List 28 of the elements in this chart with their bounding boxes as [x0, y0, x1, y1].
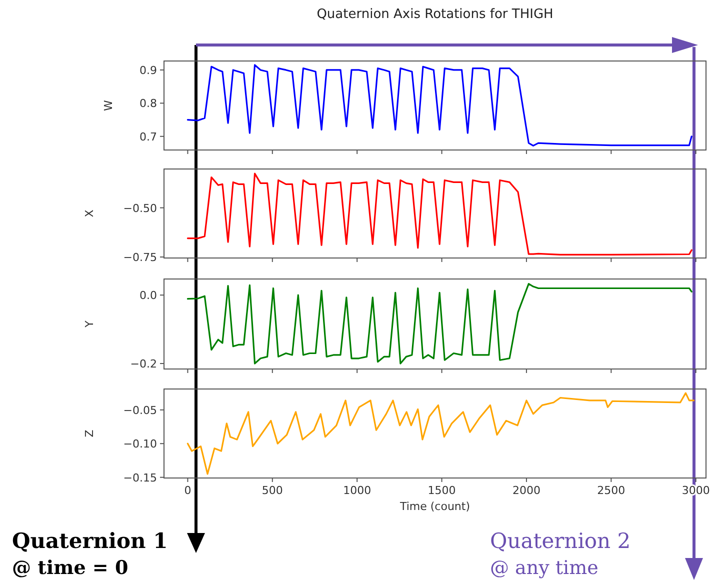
y-tick-label: −0.15 [123, 471, 157, 484]
y-tick-label: 0.8 [140, 97, 157, 110]
line-series [186, 172, 692, 256]
y-axis-title: Y [83, 320, 96, 328]
y-tick-label: −0.75 [123, 251, 157, 264]
text: Quaternion 2 @ any time [490, 529, 631, 579]
y-tick-label: −0.05 [123, 404, 157, 417]
y-axis-title: X [83, 209, 96, 218]
y-tick-label: 0.9 [140, 64, 157, 77]
x-tick-label: 2000 [512, 484, 540, 497]
y-axis-title: Z [83, 429, 96, 438]
y-tick-label: −0.10 [123, 438, 157, 451]
y-tick-label: −0.2 [130, 358, 157, 371]
y-axis-title: W [102, 100, 115, 111]
y-tick-label: 0.0 [140, 289, 157, 302]
line-series [186, 282, 692, 364]
chart-title: Quaternion Axis Rotations for THIGH [316, 7, 554, 22]
x-tick-label: 0 [184, 484, 192, 497]
x-axis-title: Time (count) [398, 500, 470, 513]
y-tick-label: −0.50 [123, 202, 157, 215]
x-tick-label: 500 [262, 484, 283, 497]
x-tick-label: 1500 [428, 484, 456, 497]
line-series [186, 64, 692, 146]
line-series [186, 392, 695, 475]
y-tick-label: 0.7 [140, 130, 157, 144]
text: Quaternion 1 @ time = 0 [12, 528, 168, 579]
x-tick-label: 2500 [597, 484, 626, 497]
x-tick-label: 1000 [343, 484, 372, 497]
